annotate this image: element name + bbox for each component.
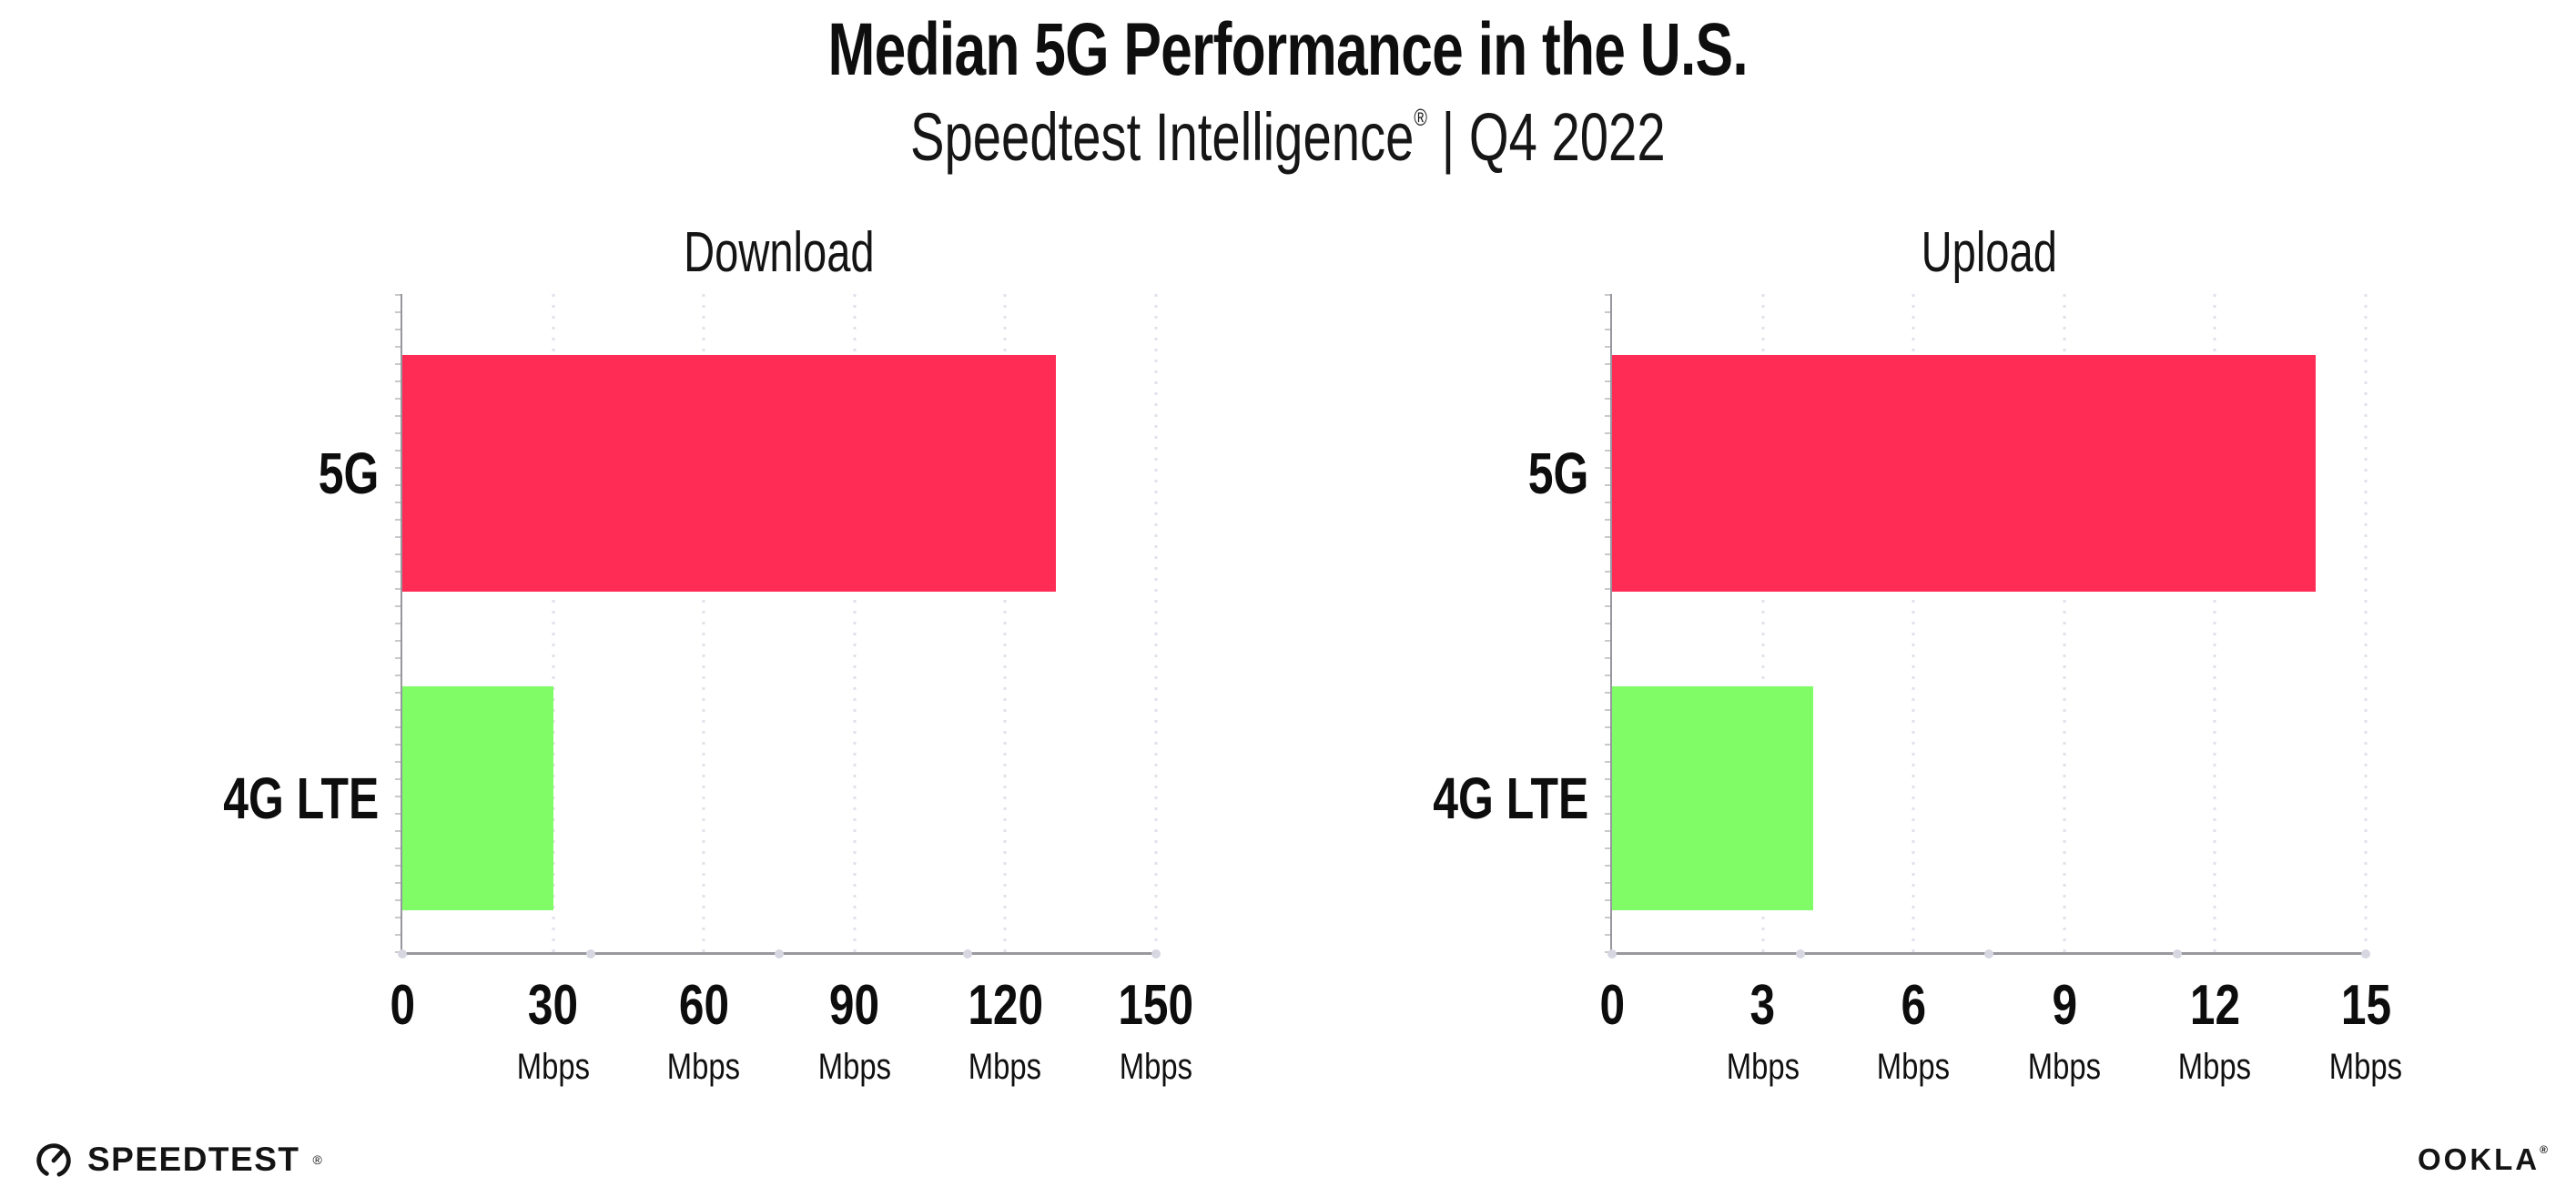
subtitle-brand: Speedtest Intelligence: [910, 99, 1415, 175]
axis-quarter-dot: [1151, 949, 1161, 959]
axis-quarter-dot: [2361, 949, 2370, 959]
axis-quarter-dot: [963, 949, 972, 959]
y-axis-line: [401, 294, 402, 955]
ookla-logo: OOKLA®: [2418, 1142, 2551, 1177]
page-title: Median 5G Performance in the U.S.: [0, 7, 2576, 93]
gridline: [853, 294, 857, 953]
x-tick-label: 12: [2189, 974, 2240, 1037]
speedtest-logo-text: SPEEDTEST: [87, 1141, 300, 1178]
speedtest-gauge-icon: [36, 1143, 71, 1178]
x-tick-label: 9: [2052, 974, 2077, 1037]
x-tick-unit: Mbps: [1726, 1047, 1800, 1087]
x-tick-label: 0: [1599, 974, 1625, 1037]
category-label-5g: 5G: [318, 440, 379, 506]
axis-quarter-dot: [2173, 949, 2182, 959]
x-tick-unit: Mbps: [969, 1047, 1042, 1087]
page-subtitle-text: Speedtest Intelligence® | Q4 2022: [910, 98, 1666, 176]
gridline: [2063, 294, 2066, 953]
x-tick-unit: Mbps: [516, 1047, 590, 1087]
category-label-4g-lte: 4G LTE: [222, 765, 379, 831]
x-tick-unit: Mbps: [2178, 1047, 2252, 1087]
registered-mark: ®: [2540, 1143, 2551, 1156]
x-tick-label: 120: [968, 974, 1043, 1037]
subtitle-period: | Q4 2022: [1427, 99, 1666, 175]
registered-mark: ®: [312, 1152, 322, 1167]
gridline: [1761, 294, 1765, 953]
x-tick-unit: Mbps: [1119, 1047, 1193, 1087]
bar-4g-lte: [1612, 685, 1813, 910]
category-label-4g-lte: 4G LTE: [1432, 765, 1588, 831]
x-tick-label: 6: [1901, 974, 1926, 1037]
bar-4g-lte: [402, 685, 553, 910]
page-title-text: Median 5G Performance in the U.S.: [827, 8, 1749, 91]
speedtest-logo: SPEEDTEST ®: [33, 1139, 322, 1181]
category-label-5g: 5G: [1527, 440, 1588, 506]
x-tick-label: 30: [528, 974, 579, 1037]
x-tick-unit: Mbps: [1877, 1047, 1951, 1087]
x-tick-label: 90: [829, 974, 880, 1037]
axis-quarter-dot: [586, 949, 595, 959]
x-tick-unit: Mbps: [817, 1047, 891, 1087]
axis-quarter-dot: [1607, 949, 1617, 959]
x-tick-unit: Mbps: [667, 1047, 741, 1087]
gridline: [2213, 294, 2216, 953]
registered-mark: ®: [1414, 104, 1428, 131]
axis-quarter-dot: [1984, 949, 1993, 959]
gridline: [702, 294, 705, 953]
axis-quarter-dot: [775, 949, 784, 959]
x-tick-label: 15: [2340, 974, 2391, 1037]
gridline: [1154, 294, 1158, 953]
ookla-logo-text: OOKLA: [2417, 1142, 2541, 1176]
y-axis-line: [1610, 294, 1612, 955]
bar-5g: [402, 354, 1056, 593]
bar-5g: [1612, 354, 2316, 593]
x-tick-label: 3: [1749, 974, 1776, 1037]
x-tick-unit: Mbps: [2328, 1047, 2403, 1087]
x-tick-unit: Mbps: [2027, 1047, 2101, 1087]
gridline: [552, 294, 555, 953]
gridline: [1912, 294, 1915, 953]
download-chart-title: Download: [684, 221, 875, 284]
gridline: [2364, 294, 2368, 953]
x-tick-label: 150: [1118, 974, 1194, 1037]
download-plot-area: 5G 4G LTE 0 30 Mbps 60 Mbps 90 Mbps 120 Mbps 150 Mb…: [223, 294, 1193, 1087]
page-subtitle: Speedtest Intelligence® | Q4 2022: [0, 98, 2576, 176]
x-tick-label: 0: [390, 974, 415, 1037]
upload-plot-area: 5G 4G LTE 0 3 Mbps 6 Mbps 9 Mbps 12 Mbps 15 Mbps: [1433, 294, 2402, 1087]
gridline: [1003, 294, 1007, 953]
axis-quarter-dot: [1796, 949, 1805, 959]
upload-chart-title: Upload: [1921, 221, 2057, 284]
axis-quarter-dot: [398, 949, 407, 959]
x-tick-label: 60: [678, 974, 729, 1037]
